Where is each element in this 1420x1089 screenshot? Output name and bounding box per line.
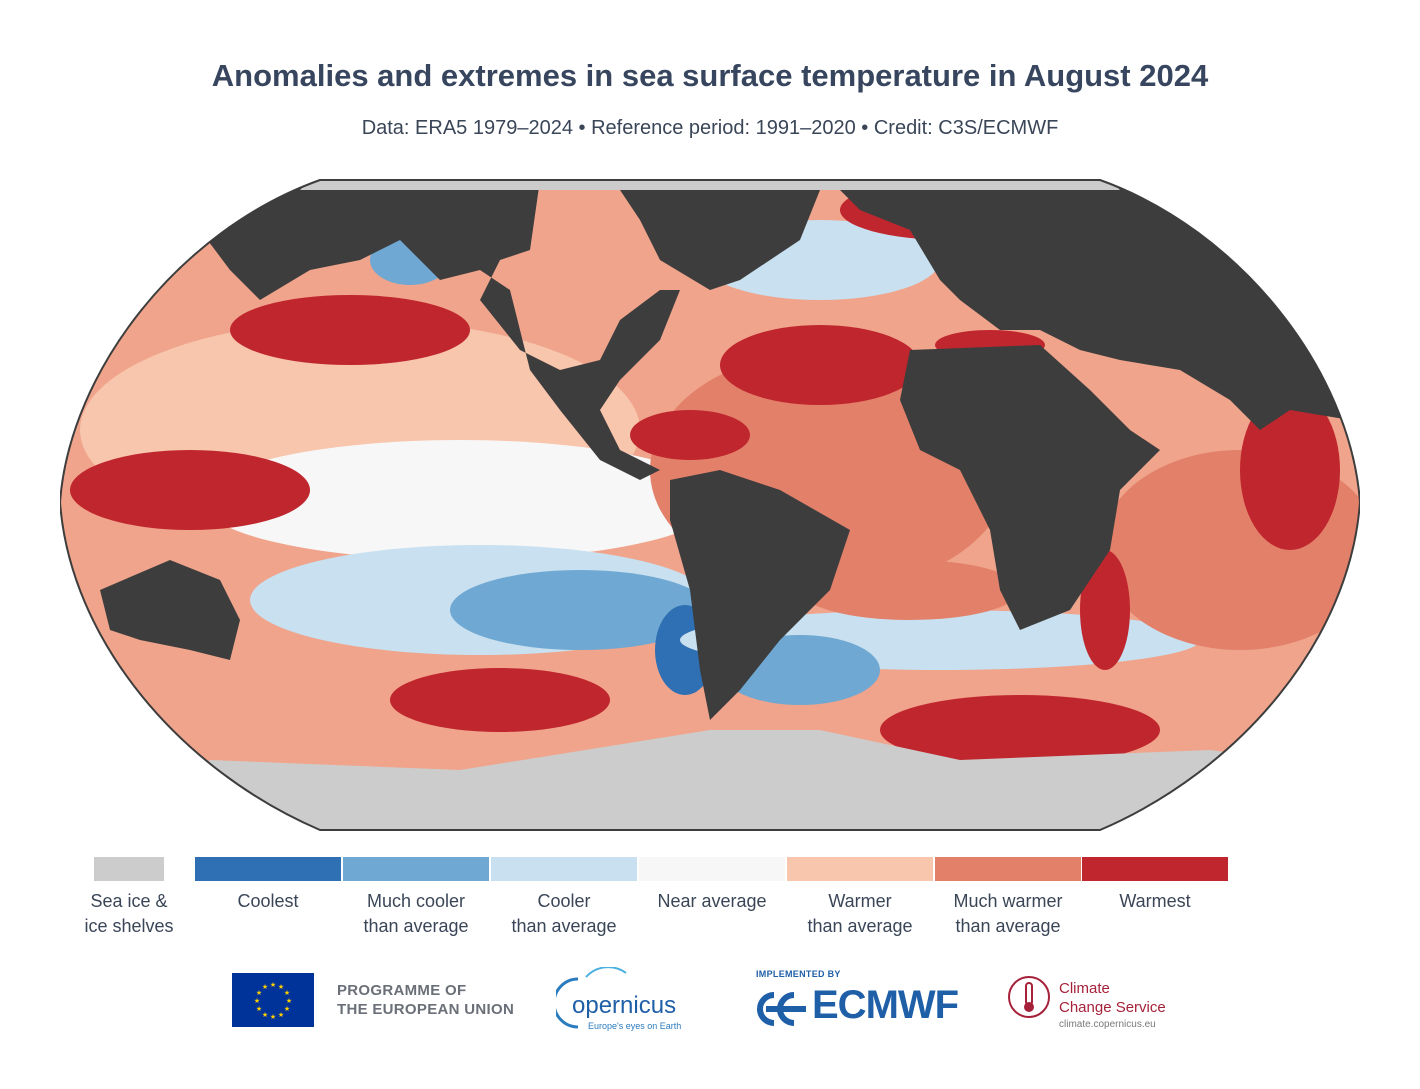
- anomaly-warmest-caribbean: [630, 410, 750, 460]
- legend-label: Sea ice &: [90, 891, 168, 911]
- eu-stars-icon: ★ ★★ ★★★ ★★★ ★★★: [254, 981, 292, 1021]
- legend-swatch-sea-ice: [94, 857, 164, 881]
- legend-label: ice shelves: [84, 916, 174, 936]
- svg-text:★: ★: [278, 983, 284, 991]
- anomaly-warmest-mozambique: [1080, 550, 1130, 670]
- map-outline: [60, 179, 1360, 831]
- legend-item-near-average: Near average: [639, 857, 785, 914]
- eu-programme-text: PROGRAMME OF THE EUROPEAN UNION: [337, 982, 515, 1018]
- ecmwf-wordmark: ECMWF: [812, 983, 959, 1027]
- anomaly-warmest-south-pacific: [390, 668, 610, 732]
- svg-text:★: ★: [270, 1013, 276, 1021]
- anomaly-warmest-indian: [1240, 390, 1340, 550]
- implemented-by-label: IMPLEMENTED BY: [756, 969, 841, 979]
- anomaly-much-warmer-south-atlantic: [800, 560, 1020, 620]
- legend-item-sea-ice: Sea ice & ice shelves: [56, 857, 202, 939]
- svg-text:★: ★: [256, 1005, 262, 1013]
- land-north-america: [200, 180, 680, 480]
- legend-swatch-coolest: [195, 857, 341, 881]
- copernicus-logo: opernicus Europe's eyes on Earth: [556, 967, 681, 1031]
- land-south-america: [670, 470, 850, 720]
- svg-text:★: ★: [270, 981, 276, 989]
- anomaly-warmest-south-indian: [880, 695, 1160, 765]
- legend-label: than average: [511, 916, 617, 936]
- anomaly-warmest-north-atlantic: [720, 325, 920, 405]
- thermometer-icon: [1008, 976, 1050, 1018]
- ecmwf-waves-icon: [757, 992, 806, 1026]
- legend-label: than average: [955, 916, 1061, 936]
- legend-label: Cooler: [537, 891, 591, 911]
- anomaly-warmest-north-pacific: [230, 295, 470, 365]
- legend-label: Warmer: [828, 891, 892, 911]
- legend-item-cooler: Cooler than average: [491, 857, 637, 939]
- legend-item-warmer: Warmer than average: [787, 857, 933, 939]
- svg-text:★: ★: [284, 1005, 290, 1013]
- legend-swatch-warmest: [1082, 857, 1228, 881]
- legend-label: than average: [363, 916, 469, 936]
- legend-label: Coolest: [237, 891, 299, 911]
- legend-swatch-cooler: [491, 857, 637, 881]
- svg-text:★: ★: [278, 1011, 284, 1019]
- svg-text:★: ★: [254, 997, 260, 1005]
- legend: Sea ice & ice shelves Coolest Much cooler…: [0, 857, 1420, 947]
- eu-flag-logo: ★ ★ ★ ★ ★ ★ ★ ★ ★ ★ ★ ★: [232, 973, 314, 1027]
- svg-text:★: ★: [286, 997, 292, 1005]
- land-australia: [100, 560, 240, 660]
- page-title: Anomalies and extremes in sea surface te…: [211, 58, 1209, 93]
- legend-label: Warmest: [1119, 891, 1191, 911]
- svg-text:★: ★: [262, 983, 268, 991]
- legend-item-much-warmer: Much warmer than average: [935, 857, 1081, 939]
- c3s-url: climate.copernicus.eu: [1059, 1019, 1156, 1030]
- legend-swatch-near-average: [639, 857, 785, 881]
- svg-text:★: ★: [256, 989, 262, 997]
- legend-label: Much cooler: [366, 891, 466, 911]
- svg-text:★: ★: [262, 1011, 268, 1019]
- land-africa: [900, 345, 1160, 630]
- legend-item-warmest: Warmest: [1082, 857, 1228, 914]
- c3s-name: Climate Change Service: [1059, 980, 1166, 1016]
- ecmwf-logo: IMPLEMENTED BY ECMWF: [754, 969, 974, 1035]
- legend-label: Much warmer: [953, 891, 1063, 911]
- legend-swatch-much-cooler: [343, 857, 489, 881]
- anomaly-much-cooler-south-pacific: [450, 570, 710, 650]
- copernicus-word: opernicus: [572, 992, 676, 1019]
- anomaly-warmest-west-pacific: [70, 450, 310, 530]
- logo-bar: ★ ★ ★ ★ ★ ★ ★ ★ ★ ★ ★ ★ PROGRAMME OF THE EUROPEA…: [0, 965, 1420, 1045]
- anomaly-near-average-central-pacific: [200, 440, 720, 560]
- legend-item-coolest: Coolest: [195, 857, 341, 914]
- legend-label: Near average: [657, 891, 767, 911]
- legend-swatch-warmer: [787, 857, 933, 881]
- sea-surface-temperature-map: [60, 179, 1360, 831]
- svg-text:★: ★: [284, 989, 290, 997]
- legend-swatch-much-warmer: [935, 857, 1081, 881]
- legend-item-much-cooler: Much cooler than average: [343, 857, 489, 939]
- land-antarctica: [60, 730, 1360, 830]
- sea-ice-arctic: [300, 180, 1120, 190]
- copernicus-tagline: Europe's eyes on Earth: [588, 1021, 681, 1031]
- land-greenland: [620, 190, 820, 290]
- page-subtitle: Data: ERA5 1979–2024 • Reference period:…: [361, 117, 1059, 139]
- legend-label: than average: [807, 916, 913, 936]
